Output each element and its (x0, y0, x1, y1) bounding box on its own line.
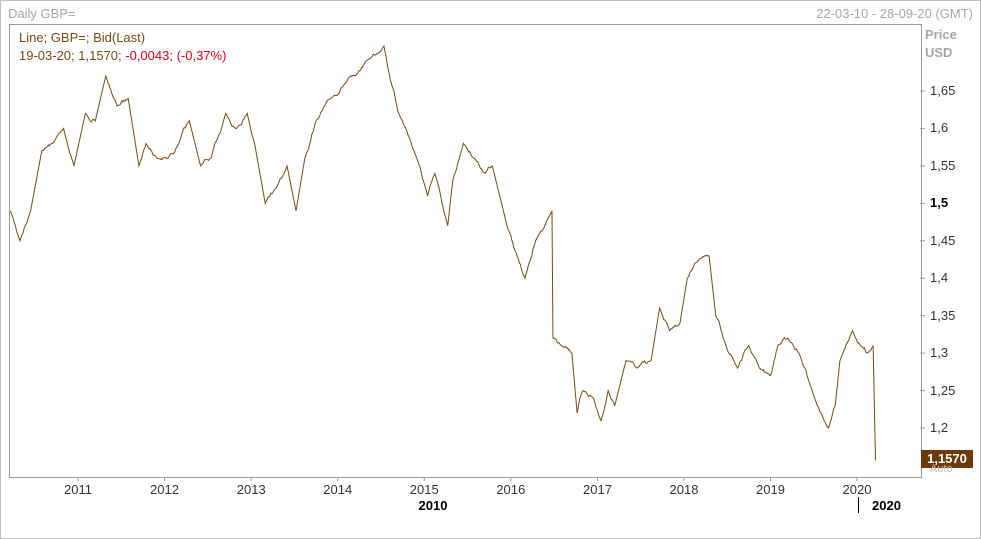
yaxis-tick-label: 1,5 (930, 195, 949, 211)
xaxis-major-left: 2010 (418, 498, 448, 513)
series-line-gbp (9, 44, 876, 461)
xaxis-tick-label: 2017 (583, 482, 612, 497)
chart-title: Daily GBP= (8, 6, 76, 21)
yaxis-tick-label: 1,45 (930, 232, 956, 248)
yaxis-tick-label: 1,4 (930, 270, 949, 286)
yaxis-tick-label: 1,55 (930, 157, 956, 173)
yaxis-title-price: Price (925, 27, 957, 42)
yaxis-tick-label: 1,2 (930, 420, 949, 435)
yaxis-tick-label: 1,3 (930, 345, 949, 361)
yaxis-tick-label: 1,6 (930, 120, 949, 136)
yaxis-tick-label: 1,35 (930, 307, 956, 323)
xaxis-tick-label: 2018 (669, 482, 699, 497)
xaxis-tick-label: 2015 (409, 482, 439, 497)
cursor-marker (858, 497, 859, 513)
legend-date-value: 19-03-20; 1,1570; (19, 48, 126, 63)
xaxis-tick-label: 2011 (64, 482, 92, 497)
last-price-badge: 1,1570 (921, 450, 973, 468)
xaxis-tick-label: 2016 (496, 482, 526, 497)
xaxis-tick-label: 2012 (150, 482, 179, 497)
legend-series-label: Line; GBP=; Bid(Last) (19, 30, 146, 45)
xaxis-tick-label: 2013 (236, 482, 266, 497)
yaxis-tick-label: 1,25 (930, 382, 956, 398)
yaxis-title-currency: USD (925, 45, 953, 60)
legend-last-value: 19-03-20; 1,1570; -0,0043; (-0,37%) (19, 48, 226, 63)
date-range-label: 22-03-10 - 28-09-20 (GMT) (816, 6, 973, 21)
yaxis-tick-label: 1,65 (930, 83, 956, 98)
xaxis-tick-label: 2020 (842, 482, 872, 497)
auto-scale-label[interactable]: Auto (930, 463, 953, 475)
plot-area[interactable] (9, 24, 922, 478)
xaxis-major-right: 2020 (872, 498, 901, 513)
xaxis-tick-label: 2014 (323, 482, 353, 497)
legend-change-value: -0,0043; (-0,37%) (125, 48, 227, 63)
xaxis-tick-label: 2019 (756, 482, 785, 497)
